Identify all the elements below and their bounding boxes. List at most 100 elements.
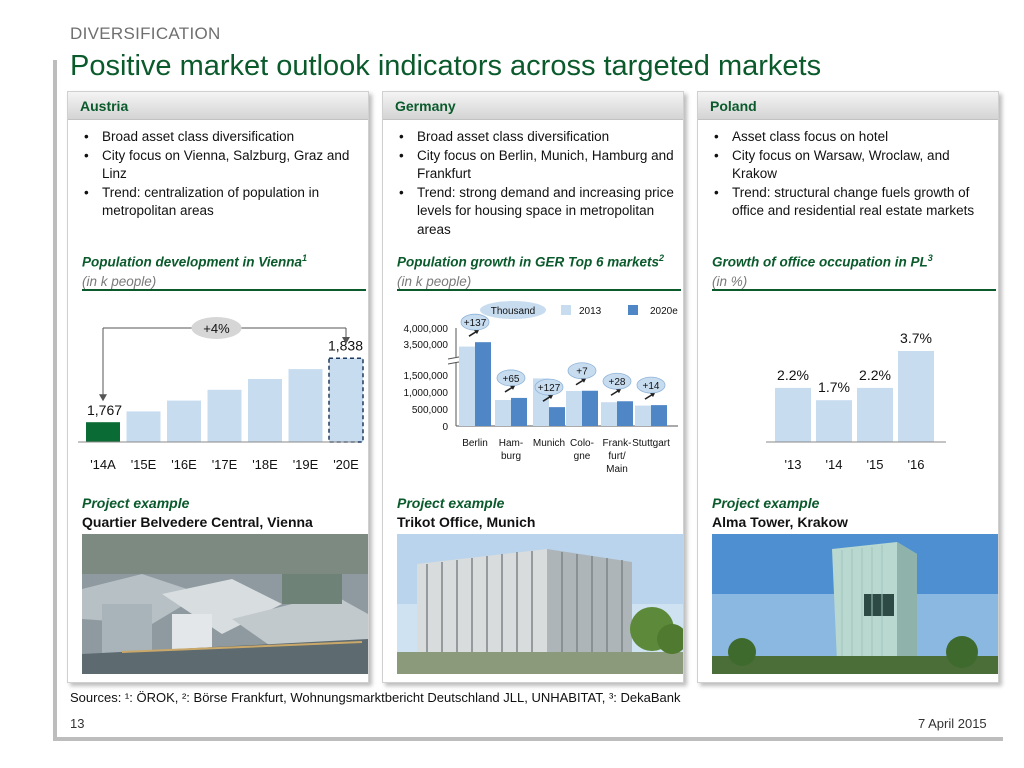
x-tick-label: Berlin [462,438,488,449]
x-tick-label: Munich [533,438,565,449]
bullet-item: Trend: centralization of population in m… [82,184,367,221]
delta-badge [496,369,526,387]
x-tick-label: '16E [171,457,197,472]
bullet-item: City focus on Vienna, Salzburg, Graz and… [82,147,367,184]
chart-title-germany: Population growth in GER Top 6 markets2 … [397,249,682,291]
bullet-item: Trend: structural change fuels growth of… [712,184,997,221]
legend-swatch-2020e [628,305,638,315]
chart-bar [816,400,852,442]
chart-bar [775,387,811,442]
chart-title-austria: Population development in Vienna1 (in k … [82,249,367,291]
x-tick-label: '13 [785,457,802,472]
data-label: 2.2% [859,367,891,383]
panel-header-austria: Austria [68,92,368,120]
chart-subtitle: (in %) [712,273,748,289]
chart-bar [582,390,598,426]
chart-title-text: Population growth in GER Top 6 markets [397,254,660,270]
footnote-marker: 3 [927,253,933,263]
legend-unit: Thousand [491,306,535,317]
chart-bar [495,400,511,426]
panel-austria: Austria Broad asset class diversificatio… [67,91,369,683]
legend-label: 2013 [579,306,602,317]
bullet-list-poland: Asset class focus on hotel City focus on… [712,128,997,221]
bullet-item: Asset class focus on hotel [712,128,997,147]
chart-bar [601,402,617,426]
bullet-item: Broad asset class diversification [397,128,682,147]
chart-bar [126,411,161,442]
data-label: 3.7% [900,330,932,346]
x-tick-label: '20E [333,457,359,472]
x-tick-label: '16 [908,457,925,472]
x-tick-label: '14A [90,457,116,472]
chart-bar [549,407,565,426]
chart-germany-population: Thousand 2013 2020e 4,000,000 3,500,000 1,500… [404,301,678,475]
delta-label: +7 [576,367,588,378]
project-photo-trikot [397,534,683,674]
delta-arrow-head [474,330,479,335]
data-label: 1.7% [818,379,850,395]
delta-arrow-head [650,393,655,398]
y-tick-label: 0 [442,422,448,433]
left-accent-rule [53,60,57,740]
chart-bar [511,397,527,426]
page-title: Positive market outlook indicators acros… [70,50,822,82]
footnote-marker: 1 [302,253,308,263]
y-tick-label: 1,000,000 [404,388,449,399]
delta-arrow-head [616,389,621,394]
chart-bar [86,422,120,442]
panel-header-poland: Poland [698,92,998,120]
legend-unit-badge [480,301,546,319]
y-tick-label: 1,500,000 [404,371,449,382]
chart-bar [635,405,651,426]
x-tick-label: furt/ [608,451,625,462]
chart-bar [207,389,242,442]
chart-bar [475,342,491,426]
arrow-head [99,394,107,402]
footnote-marker: 2 [659,253,665,263]
bottom-rule [53,737,1003,741]
project-label: Project example [82,495,190,511]
delta-label: +137 [464,318,487,329]
x-tick-label: gne [574,451,591,462]
x-tick-label: '14 [826,457,843,472]
x-tick-label: Colo- [570,438,594,449]
x-tick-label: '19E [293,457,319,472]
chart-bar [651,405,667,426]
bullet-list-austria: Broad asset class diversification City f… [82,128,367,221]
y-tick-label: 500,000 [412,405,449,416]
chart-bar [857,387,893,442]
project-name: Trikot Office, Munich [397,514,536,530]
delta-label: +28 [609,377,626,388]
annotation-badge [191,317,242,339]
arrow-head [342,337,350,344]
page-number: 13 [70,716,85,731]
legend-swatch-2013 [561,305,571,315]
chart-bar [898,351,934,442]
chart-title-text: Growth of office occupation in PL [712,254,928,270]
data-label: 1,767 [87,402,122,418]
panel-header-germany: Germany [383,92,683,120]
chart-title-poland: Growth of office occupation in PL3 (in %… [712,249,997,291]
sources-footnote: Sources: ¹: ÖROK, ²: Börse Frankfurt, Wo… [70,690,681,705]
panel-poland: Poland Asset class focus on hotel City f… [697,91,999,683]
delta-label: +127 [538,383,561,394]
chart-rule [82,289,366,291]
x-tick-label: '17E [212,457,238,472]
data-label: 2.2% [777,367,809,383]
chart-bar [328,357,364,443]
project-photo-alma [712,534,998,674]
delta-arrow-head [581,378,586,383]
chart-vienna-population: '14A '15E '16E '17E '18E '19E '20E 1,767 1,838 +4… [78,317,364,472]
x-tick-label: '15E [131,457,157,472]
delta-arrow-head [548,395,553,400]
panel-germany: Germany Broad asset class diversificatio… [382,91,684,683]
chart-bar [459,346,475,426]
annotation-text: +4% [203,321,230,336]
project-name: Quartier Belvedere Central, Vienna [82,514,313,530]
chart-bar [167,400,201,442]
delta-label: +14 [643,381,660,392]
section-label: DIVERSIFICATION [70,24,221,43]
project-name: Alma Tower, Krakow [712,514,848,530]
chart-bar [288,369,323,442]
x-tick-label: Main [606,464,628,475]
